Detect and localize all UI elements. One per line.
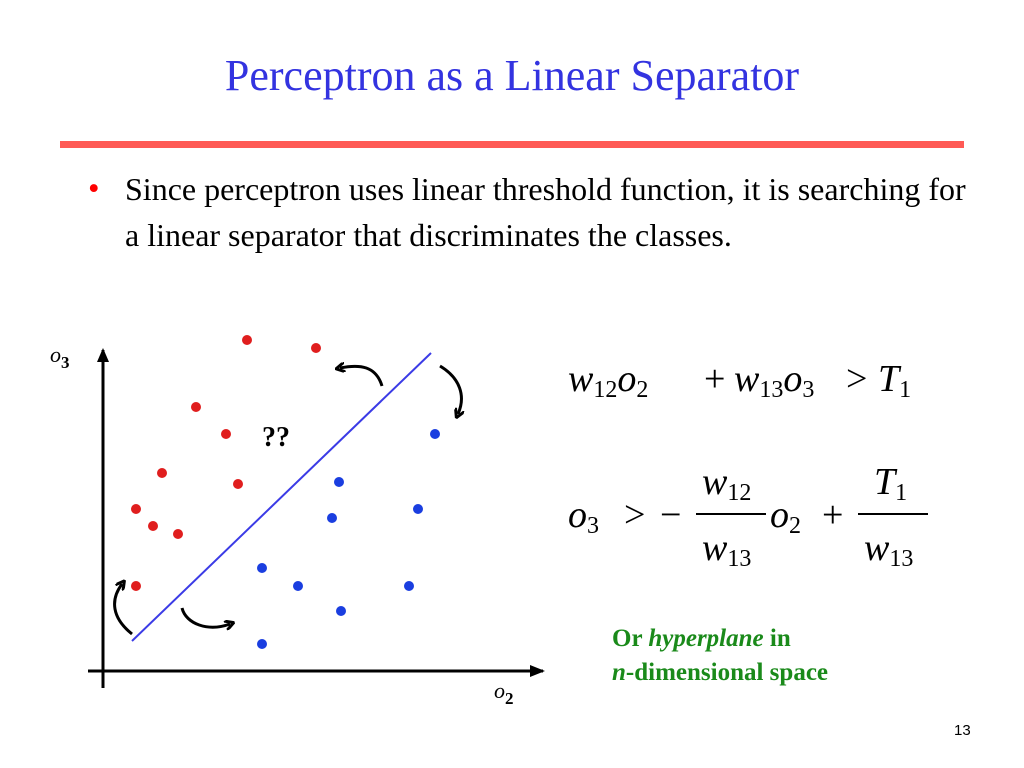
class-b-point	[257, 563, 267, 573]
rotate-arrow-bottom-right	[180, 607, 230, 627]
svg-text:>: >	[624, 494, 645, 536]
rotate-arrow-top-left	[340, 366, 384, 387]
rotate-arrow-bottom-left	[113, 584, 133, 636]
svg-text:o2: o2	[770, 494, 801, 539]
y-axis-arrowhead	[97, 348, 109, 362]
class-a-point	[131, 581, 141, 591]
class-a-point	[131, 504, 141, 514]
note-text: Or	[612, 625, 649, 652]
class-a-point	[157, 468, 167, 478]
title-underline	[60, 141, 964, 148]
class-a-point	[191, 402, 201, 412]
class-a-point	[233, 479, 243, 489]
svg-text:+: +	[704, 358, 725, 400]
hyperplane-note: Or hyperplane in n-dimensional space	[612, 622, 828, 690]
class-a-point	[221, 429, 231, 439]
class-b-point	[404, 581, 414, 591]
svg-text:w12: w12	[702, 461, 751, 506]
svg-text:>: >	[846, 358, 867, 400]
rotate-arrow-top-right	[439, 364, 461, 414]
svg-text:w13: w13	[702, 527, 751, 572]
svg-text:w13o3: w13o3	[734, 358, 814, 403]
y-axis-label: o3	[50, 342, 70, 372]
class-a-point	[148, 521, 158, 531]
note-text: -dimensional space	[625, 659, 829, 686]
svg-text:w12o2: w12o2	[568, 358, 648, 403]
linear-separator	[131, 352, 432, 642]
note-emphasis: n	[612, 659, 626, 686]
class-b-point	[327, 513, 337, 523]
note-emphasis: hyperplane	[648, 625, 764, 652]
note-text: in	[763, 625, 791, 652]
svg-text:T1: T1	[874, 461, 907, 506]
class-a-point	[311, 343, 321, 353]
bullet-marker: •	[88, 171, 100, 207]
svg-text:w13: w13	[864, 527, 913, 572]
svg-text:+: +	[822, 494, 843, 536]
slide-title: Perceptron as a Linear Separator	[224, 51, 800, 100]
class-b-point	[257, 639, 267, 649]
class-a-point	[173, 529, 183, 539]
svg-text:o3: o3	[568, 494, 599, 539]
svg-text:−: −	[660, 494, 681, 536]
equation-separator: o3 > − w12 w13 o2 + T1 w13	[568, 461, 928, 572]
x-axis-label: o2	[494, 678, 514, 708]
x-axis-arrowhead	[530, 665, 545, 677]
class-b-point	[413, 504, 423, 514]
class-a-point	[242, 335, 252, 345]
class-a-points	[131, 335, 321, 591]
svg-text:T1: T1	[878, 358, 911, 403]
class-b-point	[293, 581, 303, 591]
class-b-point	[336, 606, 346, 616]
class-b-point	[334, 477, 344, 487]
equation-threshold: w12o2 + w13o3 > T1	[568, 358, 911, 403]
class-b-points	[257, 429, 440, 649]
class-b-point	[430, 429, 440, 439]
unknown-separator-label: ??	[262, 422, 290, 453]
bullet-text: Since perceptron uses linear threshold f…	[125, 171, 966, 253]
page-number: 13	[954, 722, 971, 739]
